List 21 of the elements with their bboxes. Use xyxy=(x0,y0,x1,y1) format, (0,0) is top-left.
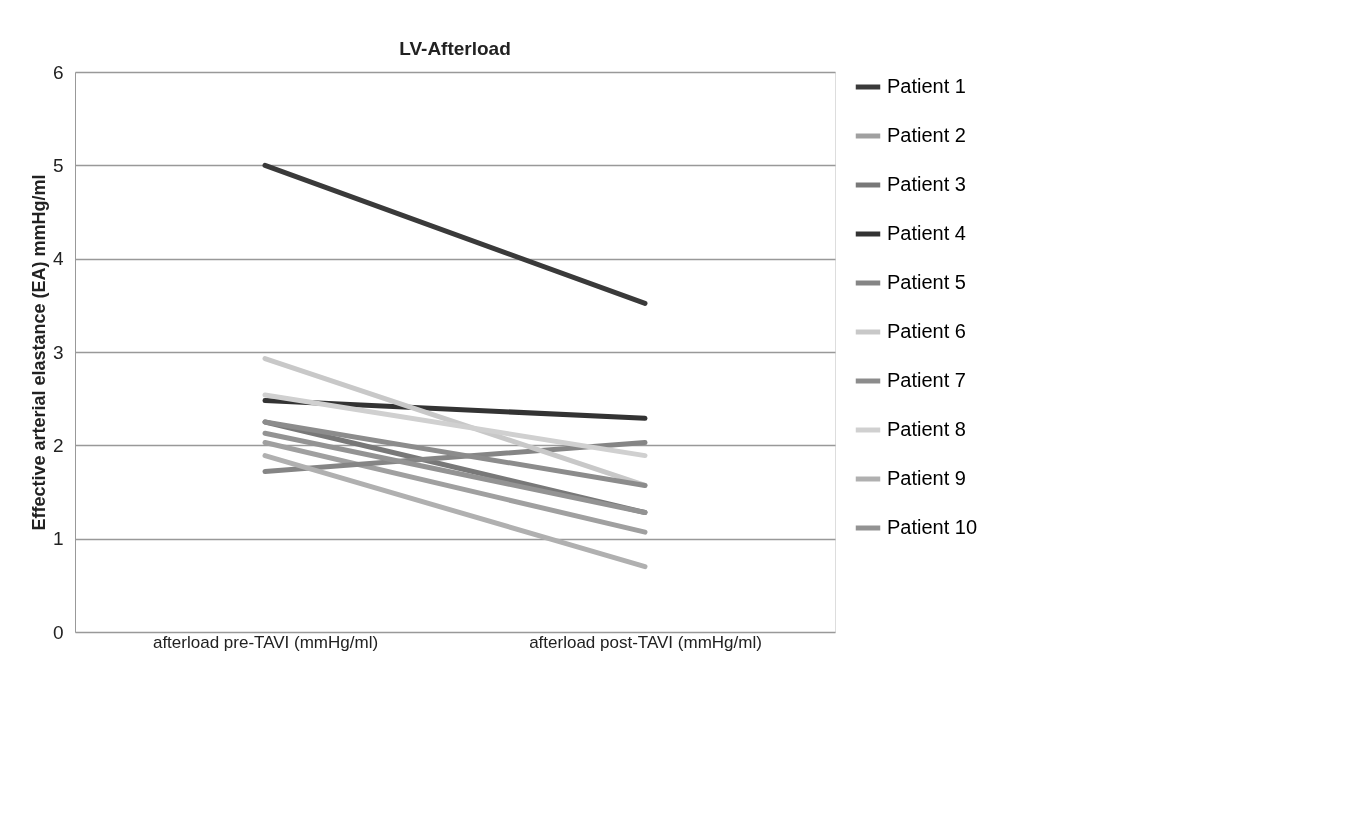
x-tick-label: afterload post-TAVI (mmHg/ml) xyxy=(529,632,762,652)
y-tick-label: 2 xyxy=(52,434,64,456)
legend-label: Patient 5 xyxy=(887,271,966,293)
y-tick-label: 3 xyxy=(52,341,64,363)
legend-label: Patient 6 xyxy=(887,320,966,342)
y-tick-label: 0 xyxy=(52,621,64,643)
legend-label: Patient 9 xyxy=(887,467,966,489)
legend-label: Patient 10 xyxy=(887,516,978,538)
chart-title: LV-Afterload xyxy=(399,38,511,59)
y-axis-title: Effective arterial elastance (EA) mmHg/ml xyxy=(28,174,49,531)
legend-label: Patient 1 xyxy=(887,75,966,97)
legend-label: Patient 3 xyxy=(887,173,966,195)
y-tick-label: 1 xyxy=(52,528,64,550)
y-tick-label: 4 xyxy=(52,248,64,270)
legend-label: Patient 4 xyxy=(887,222,966,244)
x-tick-label: afterload pre-TAVI (mmHg/ml) xyxy=(152,632,379,652)
legend-label: Patient 2 xyxy=(887,124,966,146)
legend-label: Patient 8 xyxy=(887,418,966,440)
legend-label: Patient 7 xyxy=(887,369,966,391)
y-tick-label: 5 xyxy=(52,154,64,176)
y-tick-label: 6 xyxy=(52,61,64,83)
